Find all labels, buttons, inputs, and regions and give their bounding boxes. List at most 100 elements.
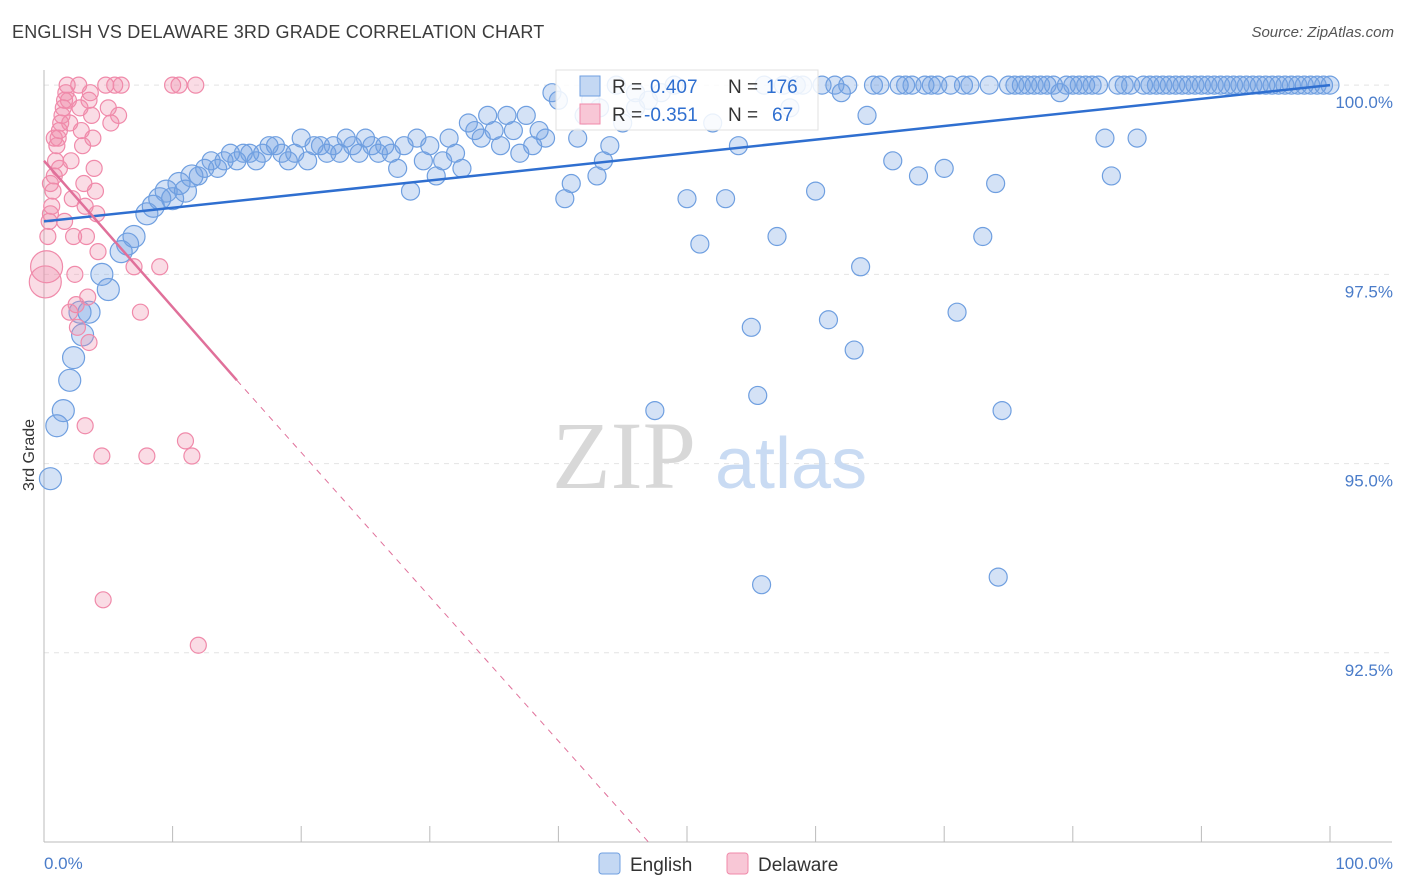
english-point-68 xyxy=(490,136,511,156)
english-point-9 xyxy=(90,262,114,286)
y-tick-labels: 100.0% 97.5% 95.0% 92.5% xyxy=(1335,93,1393,680)
delaware-n-label: N = xyxy=(728,105,758,126)
y-axis-label: 3rd Grade xyxy=(21,419,38,491)
english-point-144 xyxy=(748,385,768,406)
english-point-145 xyxy=(992,400,1012,421)
english-point-146 xyxy=(751,575,772,595)
english-point-181 xyxy=(1031,75,1051,95)
english-n-label: N = xyxy=(728,77,758,98)
english-point-72 xyxy=(516,105,536,126)
english-point-52 xyxy=(388,158,408,178)
english-point-0 xyxy=(38,467,63,491)
x-tick-label-0: 0.0% xyxy=(44,854,83,873)
english-point-13 xyxy=(135,202,159,226)
delaware-point-54 xyxy=(176,432,195,450)
axes xyxy=(43,70,1392,843)
delaware-point-61 xyxy=(50,159,69,177)
english-point-126 xyxy=(1114,75,1134,95)
delaware-point-60 xyxy=(41,174,60,193)
delaware-point-23 xyxy=(66,265,84,283)
y-tick-label-3: 92.5% xyxy=(1345,661,1393,680)
english-point-50 xyxy=(375,136,395,156)
english-point-149 xyxy=(863,75,884,95)
english-point-1 xyxy=(45,414,69,438)
english-point-109 xyxy=(896,75,916,95)
delaware-point-59 xyxy=(61,303,79,321)
delaware-point-65 xyxy=(109,106,128,125)
delaware-point-56 xyxy=(189,636,207,654)
delaware-point-52 xyxy=(164,76,182,94)
english-point-147 xyxy=(988,567,1008,587)
english-point-75 xyxy=(535,128,556,148)
english-point-12 xyxy=(122,224,146,249)
stats-legend: R = 0.407 N = 176 R = -0.351 N = 67 xyxy=(555,69,819,131)
english-point-4 xyxy=(61,346,86,370)
english-point-57 xyxy=(420,136,440,156)
english-point-152 xyxy=(953,75,974,95)
trend-lines xyxy=(43,83,1331,843)
grid-lines xyxy=(44,84,1392,654)
delaware-point-66 xyxy=(187,76,205,94)
english-point-35 xyxy=(278,151,298,171)
delaware-point-42 xyxy=(93,447,111,465)
english-point-114 xyxy=(960,75,980,95)
english-point-111 xyxy=(921,75,941,95)
english-point-62 xyxy=(452,158,472,178)
delaware-point-57 xyxy=(94,591,112,609)
delaware-point-53 xyxy=(170,76,188,94)
series-legend: English Delaware xyxy=(598,852,838,876)
y-tick-label-2: 95.0% xyxy=(1345,472,1393,491)
english-point-19 xyxy=(173,179,198,203)
delaware-point-58 xyxy=(76,417,94,435)
delaware-point-38 xyxy=(85,159,103,177)
english-point-184 xyxy=(1172,75,1192,95)
delaware-point-64 xyxy=(80,91,98,109)
watermark-atlas: atlas xyxy=(715,424,867,504)
english-point-21 xyxy=(188,166,208,186)
delaware-r-label: R = xyxy=(612,105,642,126)
delaware-point-34 xyxy=(80,333,98,352)
chart-source: Source: ZipAtlas.com xyxy=(1251,24,1394,41)
english-n-value: 176 xyxy=(766,77,798,98)
delaware-point-50 xyxy=(138,447,156,465)
english-point-63 xyxy=(458,113,478,133)
chart-title: ENGLISH VS DELAWARE 3RD GRADE CORRELATIO… xyxy=(12,22,545,42)
delaware-point-63 xyxy=(55,212,74,230)
delaware-point-47 xyxy=(112,76,130,94)
english-trend-line xyxy=(43,83,1331,223)
delaware-point-2 xyxy=(39,227,57,246)
english-point-124 xyxy=(1088,75,1109,95)
english-point-96 xyxy=(741,317,761,337)
delaware-point-36 xyxy=(82,106,101,125)
delaware-point-48 xyxy=(125,258,143,276)
delaware-point-1 xyxy=(29,250,64,284)
english-point-177 xyxy=(838,75,858,95)
english-point-70 xyxy=(503,120,523,141)
english-r-value: 0.407 xyxy=(650,77,698,98)
english-point-107 xyxy=(870,75,890,95)
watermark: ZIP atlas xyxy=(552,402,867,509)
english-point-30 xyxy=(246,151,266,171)
delaware-point-49 xyxy=(131,303,150,321)
delaware-point-0 xyxy=(28,265,62,299)
delaware-point-22 xyxy=(64,227,83,246)
delaware-trend-line xyxy=(43,159,238,382)
english-point-8 xyxy=(96,277,120,302)
english-point-94 xyxy=(715,189,736,209)
english-point-180 xyxy=(928,75,948,95)
english-swatch xyxy=(579,75,601,97)
delaware-point-41 xyxy=(89,243,107,261)
english-point-153 xyxy=(979,75,999,95)
english-point-95 xyxy=(728,136,749,156)
english-point-10 xyxy=(109,240,133,264)
delaware-point-55 xyxy=(183,447,201,465)
english-point-92 xyxy=(690,234,710,254)
english-point-110 xyxy=(908,166,929,186)
delaware-point-62 xyxy=(45,129,63,147)
english-point-5 xyxy=(70,323,95,347)
english-point-148 xyxy=(1095,128,1115,148)
delaware-point-25 xyxy=(68,318,87,336)
delaware-point-46 xyxy=(106,76,124,94)
delaware-swatch xyxy=(579,103,601,125)
english-point-183 xyxy=(1133,75,1154,95)
